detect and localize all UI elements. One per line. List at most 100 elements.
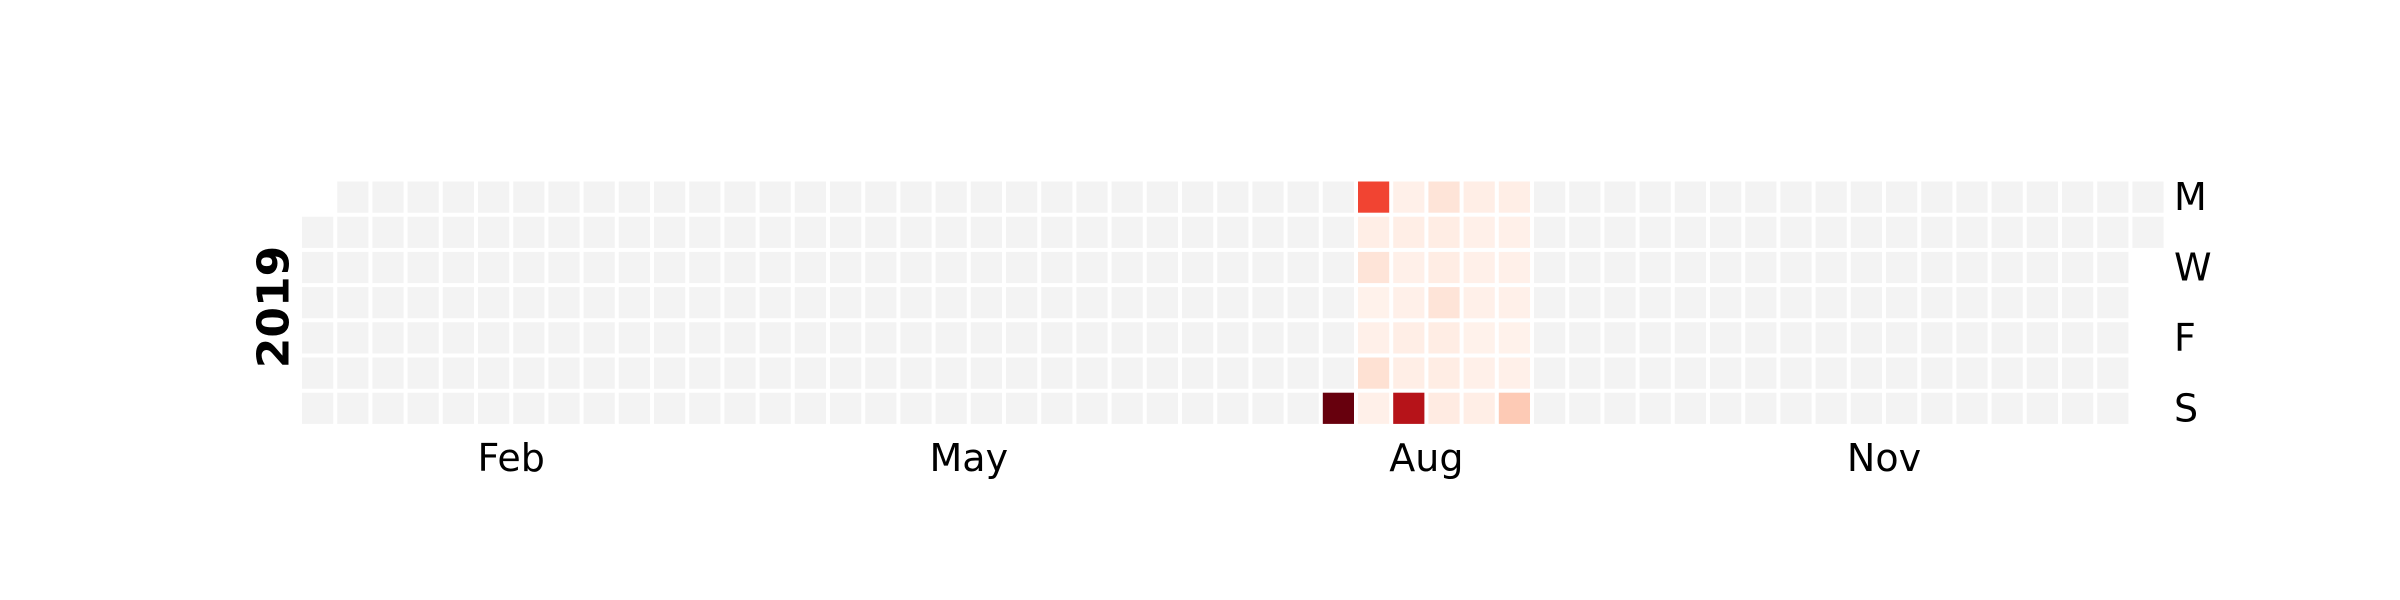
day-cell (865, 216, 897, 248)
day-cell (794, 322, 826, 354)
day-cell (1006, 322, 1038, 354)
day-cell (1428, 216, 1460, 248)
day-cell (1182, 322, 1214, 354)
day-cell (618, 181, 650, 213)
day-cell (724, 322, 756, 354)
day-cell (1393, 322, 1425, 354)
day-cell (1428, 287, 1460, 319)
day-cell (1780, 322, 1812, 354)
day-cell (1252, 216, 1284, 248)
day-cell (1252, 251, 1284, 284)
day-cell (830, 357, 862, 389)
day-cell (865, 322, 897, 354)
day-cell (935, 392, 967, 424)
day-cell (1006, 251, 1038, 284)
day-cell (2097, 322, 2129, 354)
day-cell (1182, 287, 1214, 319)
day-cell (1956, 251, 1988, 284)
day-cell (1604, 216, 1636, 248)
day-cell (830, 392, 862, 424)
day-cell (1674, 322, 1706, 354)
day-cell (1217, 392, 1249, 424)
day-cell (618, 357, 650, 389)
day-cell (407, 181, 439, 213)
day-cell (794, 251, 826, 284)
day-cell (2062, 357, 2094, 389)
day-cell (654, 251, 686, 284)
day-cell (1006, 216, 1038, 248)
day-cell (478, 181, 510, 213)
day-cell (2062, 287, 2094, 319)
day-cell (302, 357, 334, 389)
day-cell (1956, 216, 1988, 248)
day-cell (1639, 181, 1671, 213)
day-cell (1498, 216, 1530, 248)
day-cell (2026, 216, 2058, 248)
day-cell (1041, 216, 1073, 248)
day-cell (1217, 357, 1249, 389)
day-cell (1745, 216, 1777, 248)
day-cell (1674, 251, 1706, 284)
day-cell (1111, 322, 1143, 354)
day-cell (830, 181, 862, 213)
day-cell (1604, 357, 1636, 389)
day-cell (900, 181, 932, 213)
day-cell (900, 357, 932, 389)
day-cell (2062, 322, 2094, 354)
day-cell (794, 181, 826, 213)
day-cell (1639, 287, 1671, 319)
day-cell (1146, 251, 1178, 284)
day-cell (1780, 287, 1812, 319)
day-cell (513, 322, 545, 354)
day-cell (1639, 216, 1671, 248)
day-cell (1463, 322, 1495, 354)
day-cell (1146, 357, 1178, 389)
day-cell (900, 216, 932, 248)
month-label: Aug (1389, 436, 1463, 480)
day-cell (935, 287, 967, 319)
day-cell (1815, 181, 1847, 213)
day-cell (513, 392, 545, 424)
day-cell (724, 216, 756, 248)
day-cell (1322, 287, 1354, 319)
day-cell (1956, 357, 1988, 389)
day-cell (1076, 287, 1108, 319)
day-cell (689, 357, 721, 389)
day-cell (2097, 287, 2129, 319)
day-cell (900, 251, 932, 284)
day-cell (302, 216, 334, 248)
day-cell (478, 392, 510, 424)
day-cell (759, 181, 791, 213)
day-cell (2097, 392, 2129, 424)
day-cell (1815, 357, 1847, 389)
day-cell (1991, 357, 2023, 389)
day-cell (513, 216, 545, 248)
weekday-label: F (2174, 316, 2196, 360)
day-cell (794, 357, 826, 389)
day-cell (759, 251, 791, 284)
day-cell (513, 287, 545, 319)
day-cell (724, 357, 756, 389)
day-cell (583, 287, 615, 319)
day-cell (1111, 251, 1143, 284)
day-cell (1991, 322, 2023, 354)
day-cell (1534, 322, 1566, 354)
day-cell (865, 357, 897, 389)
day-cell (970, 216, 1002, 248)
day-cell (1710, 287, 1742, 319)
day-cell (442, 322, 474, 354)
day-cell (1252, 392, 1284, 424)
day-cell (1674, 181, 1706, 213)
day-cell (1956, 287, 1988, 319)
day-cell (759, 322, 791, 354)
day-cell (935, 357, 967, 389)
day-cell (1041, 251, 1073, 284)
day-cell (970, 322, 1002, 354)
day-cell (1463, 181, 1495, 213)
day-cell (1217, 216, 1249, 248)
day-cell (1780, 216, 1812, 248)
day-cell (1252, 287, 1284, 319)
day-cell (337, 251, 369, 284)
day-cell (1569, 216, 1601, 248)
